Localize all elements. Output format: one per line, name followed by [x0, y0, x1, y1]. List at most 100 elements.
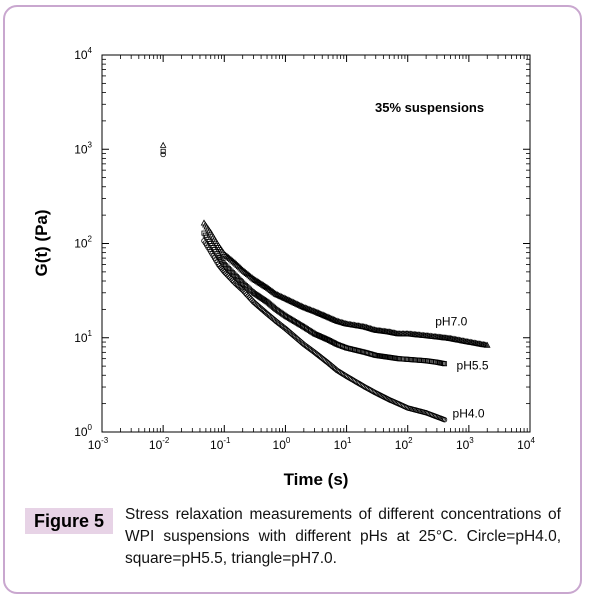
marker-triangle	[278, 293, 285, 300]
marker-square	[231, 271, 237, 277]
series-pH4.0	[160, 151, 448, 423]
marker-triangle	[283, 295, 291, 302]
y-axis-title: G(t) (Pa)	[32, 209, 51, 276]
marker-triangle	[275, 291, 282, 298]
marker-triangle	[251, 276, 258, 283]
marker-circle	[245, 293, 251, 299]
y-tick-label: 103	[74, 140, 92, 156]
marker-triangle	[262, 283, 270, 290]
marker-triangle	[244, 270, 252, 278]
marker-circle	[225, 273, 232, 279]
marker-triangle	[336, 318, 344, 325]
x-tick-label: 104	[517, 436, 535, 452]
y-tick-label: 104	[74, 46, 92, 62]
marker-square	[398, 356, 404, 362]
marker-square	[402, 356, 408, 362]
marker-triangle	[307, 306, 314, 313]
marker-triangle	[242, 268, 249, 275]
marker-square	[399, 356, 405, 362]
marker-triangle	[365, 324, 373, 331]
marker-triangle	[221, 250, 228, 257]
x-tick-label: 101	[334, 436, 352, 452]
x-tick-label: 10-1	[210, 436, 231, 452]
marker-triangle	[328, 315, 336, 322]
series-pH7.0	[159, 141, 491, 348]
chart-annotation: 35% suspensions	[375, 100, 484, 115]
x-tick-label: 10-2	[149, 436, 170, 452]
marker-square	[238, 279, 244, 285]
marker-circle	[338, 370, 344, 376]
marker-circle	[335, 368, 342, 374]
marker-triangle	[296, 301, 304, 308]
figure-caption: Figure 5 Stress relaxation measurements …	[25, 504, 565, 584]
marker-triangle	[248, 274, 256, 281]
axis-ticks	[101, 54, 531, 433]
marker-triangle	[257, 280, 265, 287]
marker-triangle	[261, 282, 268, 289]
marker-triangle	[286, 296, 293, 303]
series-label: pH7.0	[435, 314, 467, 328]
series-label: pH4.0	[453, 407, 485, 421]
marker-triangle	[253, 277, 261, 284]
marker-circle	[248, 296, 254, 302]
marker-triangle	[238, 265, 245, 272]
x-tick-label: 102	[395, 436, 413, 452]
x-tick-labels: 10-3 10-2 10-1 100 101 102 103 104	[88, 436, 536, 452]
marker-triangle	[227, 256, 235, 263]
marker-triangle	[368, 325, 375, 332]
marker-triangle	[225, 253, 232, 260]
marker-triangle	[339, 319, 346, 326]
marker-triangle	[333, 317, 341, 324]
marker-triangle	[270, 288, 277, 295]
marker-square	[403, 356, 409, 362]
marker-square	[229, 270, 235, 276]
marker-square	[233, 274, 239, 280]
marker-triangle	[335, 317, 342, 324]
marker-triangle	[291, 299, 298, 306]
x-tick-label: 100	[273, 436, 291, 452]
marker-circle	[246, 294, 253, 301]
series-labels: pH7.0 pH5.5 pH4.0	[435, 314, 489, 420]
marker-triangle	[290, 298, 297, 305]
marker-circle	[221, 269, 227, 275]
marker-triangle	[367, 325, 374, 332]
marker-triangle	[265, 284, 272, 291]
marker-triangle	[256, 279, 263, 286]
marker-circle	[337, 369, 343, 375]
marker-triangle	[276, 292, 284, 299]
marker-square	[227, 267, 233, 273]
figure-frame: 10-3 10-2 10-1 100 101 102 103 104 100 101 102 103…	[3, 5, 582, 594]
marker-triangle	[324, 313, 332, 320]
marker-triangle	[304, 305, 312, 312]
marker-triangle	[282, 294, 289, 302]
marker-triangle	[223, 252, 231, 259]
marker-circle	[160, 151, 166, 158]
marker-triangle	[483, 341, 491, 348]
marker-triangle	[340, 319, 348, 326]
marker-triangle	[267, 286, 275, 293]
marker-triangle	[309, 307, 317, 314]
marker-circle	[226, 274, 233, 281]
marker-triangle	[337, 318, 345, 325]
marker-triangle	[263, 284, 271, 291]
y-tick-label: 102	[74, 235, 92, 251]
marker-triangle	[222, 251, 229, 258]
marker-square	[236, 276, 242, 282]
marker-circle	[222, 270, 229, 276]
y-tick-label: 101	[74, 329, 92, 345]
marker-square	[223, 263, 229, 269]
marker-triangle	[231, 259, 239, 266]
marker-square	[221, 261, 227, 267]
marker-triangle	[297, 302, 305, 309]
marker-circle	[441, 417, 448, 423]
marker-triangle	[234, 261, 241, 268]
marker-circle	[334, 367, 340, 374]
marker-circle	[229, 277, 236, 283]
marker-circle	[341, 371, 347, 378]
marker-triangle	[243, 269, 251, 276]
series-pH5.5	[160, 148, 448, 367]
marker-triangle	[295, 301, 302, 308]
marker-triangle	[300, 303, 308, 310]
marker-circle	[244, 291, 250, 298]
marker-triangle	[247, 273, 255, 280]
